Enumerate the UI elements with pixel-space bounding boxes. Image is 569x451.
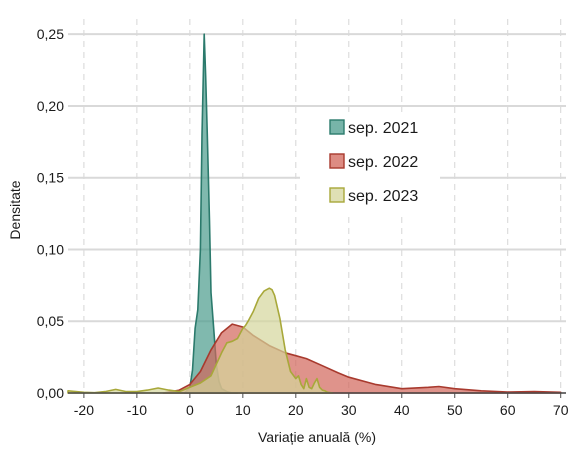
legend-background [300,112,440,217]
axes: -20 -10 0 10 20 30 40 50 60 70 0,00 0,05 0,10 0,15 0,2… [37,26,569,418]
legend-label-2: sep. 2022 [348,154,418,171]
legend-label-1: sep. 2021 [348,120,418,137]
series-areas [67,33,562,394]
y-tick-label: 0,15 [37,170,64,186]
legend-swatch-2 [329,153,345,169]
legend-swatch-3 [329,187,345,203]
x-tick-label: -20 [74,402,94,418]
x-tick-label: 40 [394,402,410,418]
y-tick-label: 0,25 [37,26,64,42]
x-tick-label: 20 [288,402,304,418]
x-tick-label: -10 [127,402,147,418]
series-area-3 [67,287,334,394]
legend-label-3: sep. 2023 [348,188,418,205]
y-tick-label: 0,10 [37,241,64,257]
x-tick-label: 0 [186,402,194,418]
y-axis-title: Densitate [7,180,23,239]
y-tick-label: 0,00 [37,385,64,401]
y-tick-label: 0,05 [37,313,64,329]
y-tick-label: 0,20 [37,98,64,114]
x-tick-label: 50 [447,402,463,418]
x-tick-label: 60 [500,402,516,418]
legend: sep. 2021 sep. 2022 sep. 2023 [300,112,440,217]
legend-swatch-1 [329,119,345,135]
x-tick-label: 70 [553,402,569,418]
x-tick-label: 30 [341,402,357,418]
x-axis-title: Variație anuală (%) [258,429,376,445]
x-tick-label: 10 [235,402,251,418]
